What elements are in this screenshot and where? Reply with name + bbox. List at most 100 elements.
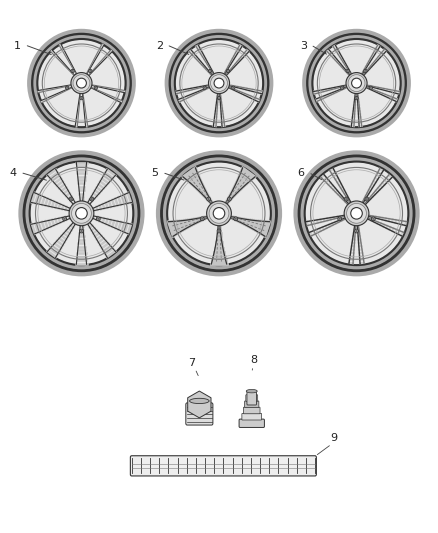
Ellipse shape: [71, 72, 92, 94]
Ellipse shape: [36, 37, 127, 128]
Ellipse shape: [218, 97, 220, 99]
Ellipse shape: [209, 204, 229, 223]
Ellipse shape: [204, 87, 205, 88]
Ellipse shape: [66, 86, 69, 90]
Ellipse shape: [190, 398, 209, 403]
Ellipse shape: [370, 87, 372, 88]
FancyBboxPatch shape: [131, 456, 316, 476]
Ellipse shape: [91, 198, 93, 200]
Ellipse shape: [207, 197, 211, 201]
Ellipse shape: [355, 229, 358, 233]
Ellipse shape: [366, 198, 368, 200]
Ellipse shape: [234, 217, 238, 221]
Ellipse shape: [64, 218, 66, 220]
FancyBboxPatch shape: [247, 391, 257, 405]
Ellipse shape: [69, 201, 94, 225]
Ellipse shape: [339, 218, 341, 220]
Ellipse shape: [227, 70, 229, 72]
Ellipse shape: [344, 197, 348, 201]
Ellipse shape: [311, 37, 402, 128]
Ellipse shape: [347, 70, 349, 72]
Ellipse shape: [346, 72, 367, 94]
Ellipse shape: [208, 198, 210, 200]
Ellipse shape: [356, 230, 357, 232]
Text: 8: 8: [251, 355, 258, 365]
Ellipse shape: [351, 207, 362, 219]
Ellipse shape: [345, 198, 347, 200]
Ellipse shape: [66, 87, 68, 88]
Ellipse shape: [69, 197, 73, 201]
Ellipse shape: [365, 197, 369, 201]
Ellipse shape: [28, 160, 135, 267]
FancyBboxPatch shape: [186, 403, 213, 425]
Ellipse shape: [303, 160, 410, 267]
Ellipse shape: [211, 75, 227, 92]
Ellipse shape: [201, 218, 203, 220]
Ellipse shape: [369, 86, 372, 90]
Ellipse shape: [355, 96, 358, 100]
Ellipse shape: [371, 217, 375, 221]
Text: 5: 5: [151, 168, 158, 178]
Text: 9: 9: [330, 433, 337, 443]
Ellipse shape: [80, 229, 83, 233]
FancyBboxPatch shape: [246, 395, 258, 401]
Text: 3: 3: [300, 41, 307, 51]
Ellipse shape: [88, 69, 92, 72]
Ellipse shape: [71, 204, 92, 223]
Ellipse shape: [209, 70, 211, 72]
Ellipse shape: [200, 217, 204, 221]
Ellipse shape: [348, 75, 365, 92]
Ellipse shape: [364, 69, 367, 72]
Text: 6: 6: [297, 168, 304, 178]
Ellipse shape: [372, 218, 374, 220]
Ellipse shape: [207, 201, 231, 225]
Ellipse shape: [364, 70, 366, 72]
Ellipse shape: [208, 69, 212, 72]
Ellipse shape: [228, 198, 230, 200]
Ellipse shape: [90, 197, 94, 201]
Ellipse shape: [76, 207, 87, 219]
Ellipse shape: [70, 198, 72, 200]
Text: 2: 2: [155, 41, 163, 51]
Ellipse shape: [96, 217, 100, 221]
Ellipse shape: [71, 69, 74, 72]
Text: 4: 4: [10, 168, 17, 178]
Ellipse shape: [80, 96, 83, 100]
Ellipse shape: [73, 75, 90, 92]
Ellipse shape: [89, 70, 91, 72]
Ellipse shape: [203, 86, 206, 90]
Ellipse shape: [214, 78, 224, 88]
Polygon shape: [188, 391, 211, 418]
Text: 1: 1: [14, 41, 21, 51]
Ellipse shape: [81, 230, 82, 232]
Ellipse shape: [356, 97, 357, 99]
Ellipse shape: [213, 207, 225, 219]
Ellipse shape: [95, 87, 97, 88]
Ellipse shape: [218, 230, 220, 232]
Ellipse shape: [346, 69, 350, 72]
Ellipse shape: [235, 218, 237, 220]
Ellipse shape: [94, 86, 97, 90]
FancyBboxPatch shape: [245, 401, 259, 408]
Ellipse shape: [166, 160, 272, 267]
Ellipse shape: [208, 72, 230, 94]
Text: 7: 7: [188, 358, 195, 368]
Ellipse shape: [81, 97, 82, 99]
Ellipse shape: [77, 78, 86, 88]
Ellipse shape: [72, 70, 74, 72]
Ellipse shape: [341, 86, 344, 90]
Ellipse shape: [217, 229, 221, 233]
Ellipse shape: [226, 69, 230, 72]
Ellipse shape: [246, 390, 257, 393]
Ellipse shape: [352, 78, 361, 88]
Ellipse shape: [63, 217, 67, 221]
Ellipse shape: [338, 217, 342, 221]
Ellipse shape: [232, 86, 235, 90]
Ellipse shape: [97, 218, 99, 220]
Ellipse shape: [233, 87, 234, 88]
FancyBboxPatch shape: [244, 407, 260, 414]
FancyBboxPatch shape: [242, 414, 261, 420]
Ellipse shape: [341, 87, 343, 88]
Ellipse shape: [346, 204, 367, 223]
Ellipse shape: [217, 96, 221, 100]
